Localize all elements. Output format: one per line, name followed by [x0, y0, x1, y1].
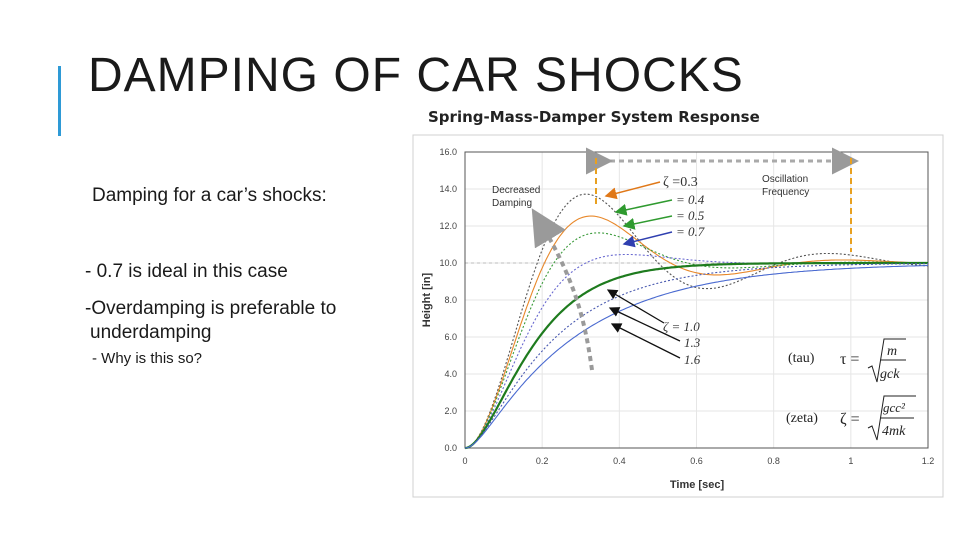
- title-accent-bar: [58, 66, 61, 136]
- bullet-overdamping-cont: underdamping: [90, 322, 212, 343]
- y-tick-label: 2.0: [444, 406, 457, 416]
- arrow-0-7: [622, 231, 673, 248]
- x-tick-label: 0.6: [690, 456, 703, 466]
- x-tick-label: 0.8: [767, 456, 780, 466]
- arrow-0-3: [604, 181, 661, 200]
- slide-title: DAMPING OF CAR SHOCKS: [88, 49, 744, 102]
- arrow-1-3: [608, 307, 681, 342]
- x-tick-label: 1: [848, 456, 853, 466]
- y-tick-label: 6.0: [444, 332, 457, 342]
- zeta-formula-label: (zeta): [786, 411, 818, 426]
- arrow-0-4: [614, 199, 673, 216]
- chart-ticks: 0.0 2.0 4.0 6.0 8.0 10.0 12.0 14.0 16.0 0 0.2 0.4 0.…: [439, 147, 934, 466]
- tau-label: (tau): [788, 351, 815, 366]
- x-tick-label: 0: [462, 456, 467, 466]
- x-axis-label: Time [sec]: [670, 479, 725, 491]
- y-tick-label: 16.0: [439, 147, 457, 157]
- y-tick-label: 12.0: [439, 221, 457, 231]
- y-tick-label: 8.0: [444, 295, 457, 305]
- chart-frame: [412, 134, 944, 498]
- x-tick-label: 0.2: [536, 456, 549, 466]
- oscillation-frequency-label: Oscillation: [762, 174, 808, 185]
- zeta-label-1-6: 1.6: [684, 352, 701, 367]
- x-tick-label: 1.2: [922, 456, 935, 466]
- bullet-overdamping: -Overdamping is preferable to: [85, 298, 337, 319]
- tau-radical: [867, 338, 906, 383]
- arrow-1-6: [610, 323, 681, 359]
- zeta-denominator: 4mk: [882, 424, 906, 439]
- chart-title: Spring-Mass-Damper System Response: [428, 108, 760, 126]
- zeta-radical: [867, 395, 916, 441]
- zeta-formula: ζ =: [840, 411, 860, 428]
- zeta-label-1-0: ζ = 1.0: [663, 319, 700, 334]
- tau-denominator: gck: [880, 367, 900, 382]
- zeta-label-1-3: 1.3: [684, 335, 701, 350]
- zeta-label-0-3: ζ =0.3: [663, 175, 698, 190]
- decreased-damping-label-2: Damping: [492, 198, 532, 209]
- decreased-damping-arrow: [531, 208, 594, 371]
- zeta-numerator: gcc²: [883, 400, 906, 415]
- tau-formula: τ =: [840, 351, 859, 368]
- y-tick-label: 0.0: [444, 443, 457, 453]
- series-line: [464, 261, 928, 450]
- y-tick-label: 10.0: [439, 258, 457, 268]
- sub-bullet-why: - Why is this so?: [92, 350, 203, 367]
- zeta-label-0-4: = 0.4: [676, 192, 705, 207]
- y-axis-label: Height [in]: [421, 272, 433, 327]
- arrow-0-5: [622, 215, 673, 230]
- bullet-ideal: - 0.7 is ideal in this case: [85, 261, 288, 282]
- x-tick-label: 0.4: [613, 456, 626, 466]
- zeta-label-0-5: = 0.5: [676, 208, 705, 223]
- bullet-intro: Damping for a car’s shocks:: [92, 185, 327, 206]
- decreased-damping-label: Decreased: [492, 185, 540, 196]
- arrow-1-0: [606, 289, 665, 324]
- y-tick-label: 14.0: [439, 184, 457, 194]
- series-line: [464, 264, 929, 449]
- zeta-label-0-7: = 0.7: [676, 224, 705, 239]
- series-line: [464, 215, 929, 449]
- oscillation-frequency-label-2: Frequency: [762, 187, 809, 198]
- chart-series: [464, 193, 929, 450]
- series-line: [464, 263, 929, 449]
- tau-numerator: m: [887, 344, 897, 359]
- y-tick-label: 4.0: [444, 369, 457, 379]
